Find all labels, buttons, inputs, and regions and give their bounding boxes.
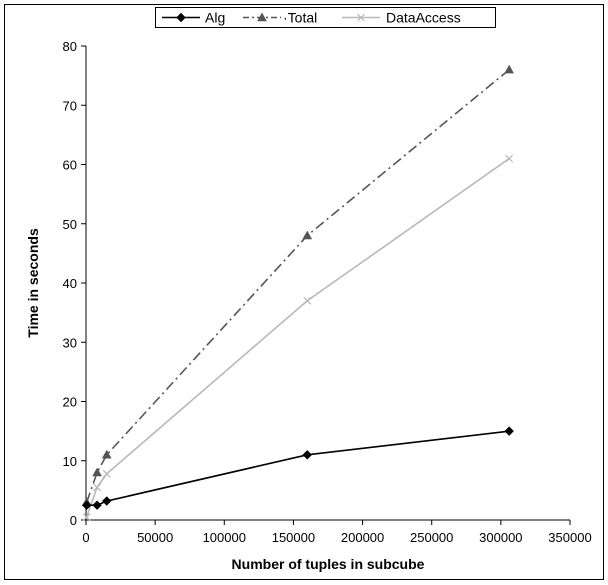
marker-stroke: [82, 513, 91, 521]
data-point-alg: [81, 500, 92, 510]
y-tick-label: 60: [63, 158, 77, 173]
data-point-dataaccess: [303, 296, 312, 305]
legend-marker-dataaccess: [357, 13, 365, 22]
data-point-dataaccess: [93, 483, 101, 492]
marker-stroke: [303, 296, 312, 305]
legend-label-total: ·Total: [283, 10, 317, 26]
legend-item-total: ·Total: [243, 10, 317, 26]
x-tick-label: 50000: [137, 530, 173, 545]
data-point-total: [101, 449, 112, 459]
data-point-total: [302, 230, 313, 240]
series-line-total: [85, 69, 510, 503]
y-tick-label: 70: [63, 98, 77, 113]
series-dataaccess: [82, 154, 514, 521]
x-tick-label: 0: [82, 530, 89, 545]
data-point-alg: [92, 500, 102, 510]
data-point-dataaccess: [102, 469, 111, 478]
y-tick-label: 30: [63, 335, 77, 350]
legend-marker-alg: [176, 12, 186, 23]
series-alg: [81, 426, 514, 510]
legend: Alg ·Total DataAccess: [155, 7, 496, 28]
x-tick-label: 150000: [272, 530, 315, 545]
x-axis: 0 50000 100000 150000 200000 250000 300000 3500…: [82, 519, 592, 545]
y-tick-label: 10: [63, 454, 77, 469]
data-point-dataaccess: [505, 154, 514, 163]
y-tick-label: 20: [63, 395, 77, 410]
legend-marker-total: [257, 12, 267, 22]
y-axis-title: Time in seconds: [25, 228, 41, 338]
legend-item-alg: Alg: [162, 10, 225, 26]
y-tick-label: 80: [63, 39, 77, 54]
data-point-total: [92, 467, 102, 477]
series-layer: [81, 64, 515, 521]
data-point-total: [504, 64, 515, 74]
marker-stroke: [357, 13, 365, 22]
legend-label-alg: Alg: [205, 10, 225, 26]
data-point-alg: [302, 450, 312, 460]
legend-box: [155, 7, 496, 28]
marker-stroke: [102, 469, 111, 478]
data-point-alg: [504, 426, 514, 436]
y-tick-label: 50: [63, 217, 77, 232]
x-axis-title: Number of tuples in subcube: [232, 556, 425, 572]
x-tick-label: 200000: [341, 530, 384, 545]
marker-stroke: [505, 154, 514, 163]
data-point-dataaccess: [82, 513, 91, 521]
x-tick-label: 300000: [479, 530, 522, 545]
data-point-alg: [102, 496, 112, 506]
x-tick-label: 250000: [410, 530, 453, 545]
y-tick-label: 0: [70, 513, 77, 528]
chart-border: [4, 4, 604, 580]
y-tick-label: 40: [63, 276, 77, 291]
y-axis: 0 10 20 30 40 50 60 70 80: [63, 39, 87, 528]
legend-item-dataaccess: DataAccess: [342, 10, 461, 26]
legend-label-dataaccess: DataAccess: [386, 10, 461, 26]
x-tick-label: 350000: [548, 530, 591, 545]
x-tick-label: 100000: [203, 530, 246, 545]
marker-stroke: [93, 483, 101, 492]
